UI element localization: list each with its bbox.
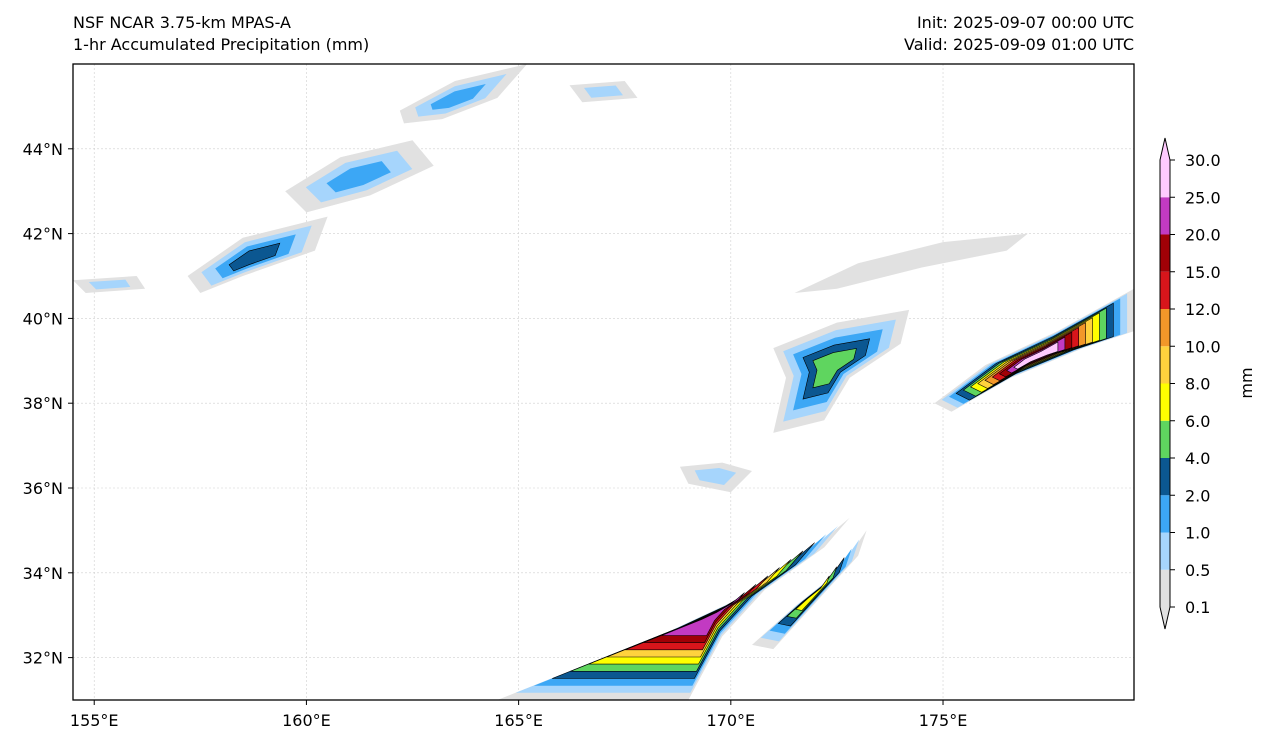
precip-patch-central-south: [679, 462, 752, 493]
colorbar-tick-label: 8.0: [1185, 375, 1210, 394]
precip-band-northwest-upper: [399, 64, 528, 124]
precip-band-northwest-lower: [187, 216, 328, 293]
precip-band-south-east: [752, 530, 867, 650]
precip-cluster-east-central: [773, 309, 910, 433]
colorbar-swatch: [1160, 532, 1170, 570]
colorbar-tick-label: 0.5: [1185, 561, 1210, 580]
lat-tick-label: 40°N: [23, 309, 63, 328]
valid-time: Valid: 2025-09-09 01:00 UTC: [903, 35, 1134, 54]
colorbar-swatch: [1160, 458, 1170, 496]
colorbar-tick-label: 15.0: [1185, 263, 1221, 282]
precip-contour-0.5: [584, 85, 623, 98]
precip-band-northwest-middle: [285, 140, 434, 213]
precip-contour-0.1: [794, 233, 1028, 293]
precip-contour-0.5: [760, 539, 860, 642]
lat-tick-label: 42°N: [23, 225, 63, 244]
precip-arc-north-east: [794, 233, 1028, 293]
precip-band-south-main: [497, 517, 850, 700]
init-time: Init: 2025-09-07 00:00 UTC: [916, 13, 1134, 32]
precip-contour-25.0: [1013, 341, 1059, 370]
colorbar: 0.1 0.5 1.0 2.0 4.0 6.0 8.0 10.0 12.0 15.0 20.0 25.…: [1159, 137, 1256, 630]
colorbar-tick-label: 2.0: [1185, 486, 1210, 505]
precip-contour-0.5: [88, 279, 131, 290]
colorbar-swatch: [1160, 309, 1170, 347]
lon-tick-label: 170°E: [706, 711, 755, 730]
precip-fields: [73, 64, 1134, 700]
lat-tick-label: 38°N: [23, 394, 63, 413]
colorbar-tick-label: 30.0: [1185, 151, 1221, 170]
precip-contour-0.1: [752, 530, 867, 650]
colorbar-tick-label: 1.0: [1185, 524, 1210, 543]
lon-tick-label: 165°E: [494, 711, 543, 730]
precip-contour-1.0: [326, 161, 391, 193]
lon-tick-label: 155°E: [70, 711, 119, 730]
colorbar-extend-max: [1160, 138, 1170, 160]
header-left: NSF NCAR 3.75-km MPAS-A 1-hr Accumulated…: [73, 12, 369, 56]
colorbar-swatch: [1160, 383, 1170, 421]
colorbar-tick-label: 4.0: [1185, 449, 1210, 468]
precip-patch-far-west: [73, 276, 146, 293]
lat-tick-label: 32°N: [23, 649, 63, 668]
header-right: Init: 2025-09-07 00:00 UTC Valid: 2025-0…: [904, 12, 1134, 56]
colorbar-swatch: [1160, 420, 1170, 458]
precip-patch-north-center: [569, 81, 638, 103]
colorbar-tick-label: 10.0: [1185, 337, 1221, 356]
colorbar-tick-label: 25.0: [1185, 188, 1221, 207]
map-plot-area: [73, 64, 1134, 700]
colorbar-extend-min: [1160, 607, 1170, 629]
lon-tick-label: 175°E: [919, 711, 968, 730]
colorbar-swatch: [1160, 197, 1170, 235]
lat-axis: 44°N 42°N 40°N 38°N 36°N 34°N 32°N: [23, 140, 73, 668]
map-frame: [72, 63, 1135, 701]
precip-contour-20.0: [661, 592, 745, 636]
precip-band-east-heavy: [934, 288, 1134, 412]
lat-tick-label: 44°N: [23, 140, 63, 159]
field-title: 1-hr Accumulated Precipitation (mm): [73, 35, 370, 54]
precip-contour-1.0: [430, 84, 486, 110]
colorbar-tick-label: 20.0: [1185, 226, 1221, 245]
colorbar-tick-label: 0.1: [1185, 598, 1210, 617]
lon-tick-label: 160°E: [282, 711, 331, 730]
lon-axis: 155°E 160°E 165°E 170°E 175°E: [70, 700, 967, 730]
colorbar-swatch: [1160, 346, 1170, 384]
precip-contour-6.0: [795, 575, 830, 611]
colorbar-tick-label: 12.0: [1185, 300, 1221, 319]
lat-tick-label: 34°N: [23, 564, 63, 583]
precip-contour-1.0: [769, 548, 852, 634]
model-title: NSF NCAR 3.75-km MPAS-A: [73, 13, 291, 32]
precip-contour-2.0: [777, 557, 845, 627]
precip-contour-4.0: [812, 348, 857, 389]
colorbar-swatch: [1160, 160, 1170, 198]
colorbar-swatch: [1160, 271, 1170, 309]
colorbar-swatch: [1160, 495, 1170, 533]
precip-contour-2.0: [228, 242, 281, 272]
lat-tick-label: 36°N: [23, 479, 63, 498]
colorbar-swatch: [1160, 234, 1170, 272]
colorbar-unit-label: mm: [1237, 367, 1256, 398]
precip-contour-0.5: [694, 468, 737, 485]
colorbar-swatch: [1160, 569, 1170, 607]
colorbar-tick-label: 6.0: [1185, 412, 1210, 431]
